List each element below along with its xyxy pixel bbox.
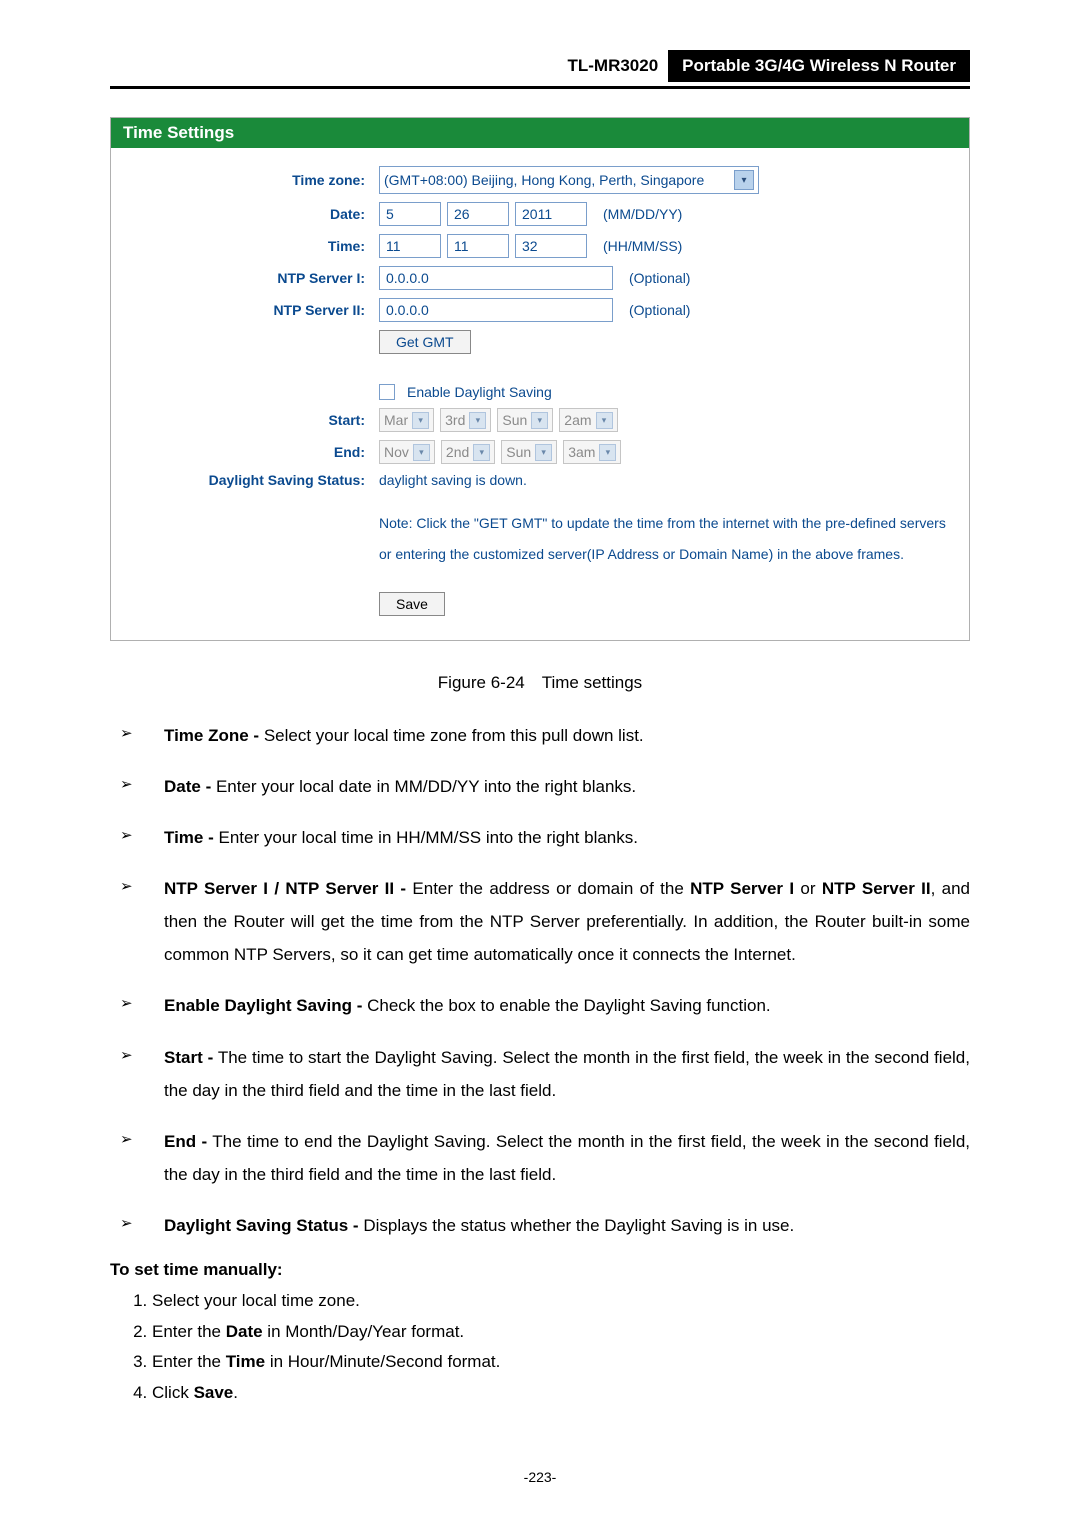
- parameter-list: ➢ Time Zone - Select your local time zon…: [110, 719, 970, 1243]
- label-timezone: Time zone:: [125, 172, 379, 188]
- bullet-icon: ➢: [110, 1125, 164, 1191]
- note-text: Note: Click the "GET GMT" to update the …: [379, 508, 955, 570]
- start-month-select[interactable]: Mar▾: [379, 408, 434, 432]
- start-hour-select[interactable]: 2am▾: [559, 408, 617, 432]
- end-week-select[interactable]: 2nd▾: [441, 440, 495, 464]
- time-mm-input[interactable]: 11: [447, 234, 509, 258]
- chevron-down-icon: ▾: [734, 170, 754, 190]
- label-ntp2: NTP Server II:: [125, 302, 379, 318]
- time-settings-panel: Time Settings Time zone: (GMT+08:00) Bei…: [110, 117, 970, 641]
- time-hint: (HH/MM/SS): [603, 238, 682, 254]
- bullet-icon: ➢: [110, 872, 164, 971]
- label-start: Start:: [125, 412, 379, 428]
- step-3: Enter the Time in Hour/Minute/Second for…: [152, 1347, 970, 1378]
- ntp1-optional: (Optional): [629, 270, 690, 286]
- start-week-select[interactable]: 3rd▾: [440, 408, 491, 432]
- chevron-down-icon: ▾: [599, 444, 616, 461]
- date-hint: (MM/DD/YY): [603, 206, 682, 222]
- timezone-value: (GMT+08:00) Beijing, Hong Kong, Perth, S…: [384, 172, 704, 188]
- step-1: Select your local time zone.: [152, 1286, 970, 1317]
- ntp1-input[interactable]: 0.0.0.0: [379, 266, 613, 290]
- note-line-2: or entering the customized server(IP Add…: [379, 539, 955, 570]
- bullet-icon: ➢: [110, 1209, 164, 1242]
- bullet-icon: ➢: [110, 989, 164, 1022]
- doc-header: TL-MR3020 Portable 3G/4G Wireless N Rout…: [110, 50, 970, 82]
- chevron-down-icon: ▾: [473, 444, 490, 461]
- header-rule: [110, 86, 970, 89]
- page-number: -223-: [110, 1469, 970, 1485]
- date-mm-input[interactable]: 5: [379, 202, 441, 226]
- save-button[interactable]: Save: [379, 592, 445, 616]
- chevron-down-icon: ▾: [413, 444, 430, 461]
- chevron-down-icon: ▾: [412, 412, 429, 429]
- figure-caption: Figure 6-24 Time settings: [110, 673, 970, 693]
- chevron-down-icon: ▾: [469, 412, 486, 429]
- time-hh-input[interactable]: 11: [379, 234, 441, 258]
- end-hour-select[interactable]: 3am▾: [563, 440, 621, 464]
- get-gmt-button[interactable]: Get GMT: [379, 330, 471, 354]
- label-end: End:: [125, 444, 379, 460]
- manual-steps: Select your local time zone. Enter the D…: [110, 1286, 970, 1408]
- timezone-select[interactable]: (GMT+08:00) Beijing, Hong Kong, Perth, S…: [379, 166, 759, 194]
- date-yy-input[interactable]: 2011: [515, 202, 587, 226]
- bullet-icon: ➢: [110, 821, 164, 854]
- end-day-select[interactable]: Sun▾: [501, 440, 557, 464]
- label-date: Date:: [125, 206, 379, 222]
- product-name: Portable 3G/4G Wireless N Router: [668, 50, 970, 82]
- bullet-icon: ➢: [110, 719, 164, 752]
- label-dst-status: Daylight Saving Status:: [125, 472, 379, 488]
- step-4: Click Save.: [152, 1378, 970, 1409]
- step-2: Enter the Date in Month/Day/Year format.: [152, 1317, 970, 1348]
- panel-title: Time Settings: [111, 118, 969, 148]
- label-ntp1: NTP Server I:: [125, 270, 379, 286]
- ntp2-input[interactable]: 0.0.0.0: [379, 298, 613, 322]
- section-heading: To set time manually:: [110, 1260, 970, 1280]
- enable-dst-checkbox[interactable]: [379, 384, 395, 400]
- bullet-icon: ➢: [110, 1041, 164, 1107]
- note-line-1: Note: Click the "GET GMT" to update the …: [379, 508, 955, 539]
- ntp2-optional: (Optional): [629, 302, 690, 318]
- date-dd-input[interactable]: 26: [447, 202, 509, 226]
- bullet-icon: ➢: [110, 770, 164, 803]
- chevron-down-icon: ▾: [531, 412, 548, 429]
- dst-status-text: daylight saving is down.: [379, 472, 527, 488]
- start-day-select[interactable]: Sun▾: [497, 408, 553, 432]
- chevron-down-icon: ▾: [596, 412, 613, 429]
- time-ss-input[interactable]: 32: [515, 234, 587, 258]
- enable-dst-label: Enable Daylight Saving: [407, 384, 552, 400]
- end-month-select[interactable]: Nov▾: [379, 440, 435, 464]
- chevron-down-icon: ▾: [535, 444, 552, 461]
- label-time: Time:: [125, 238, 379, 254]
- model-code: TL-MR3020: [110, 50, 668, 82]
